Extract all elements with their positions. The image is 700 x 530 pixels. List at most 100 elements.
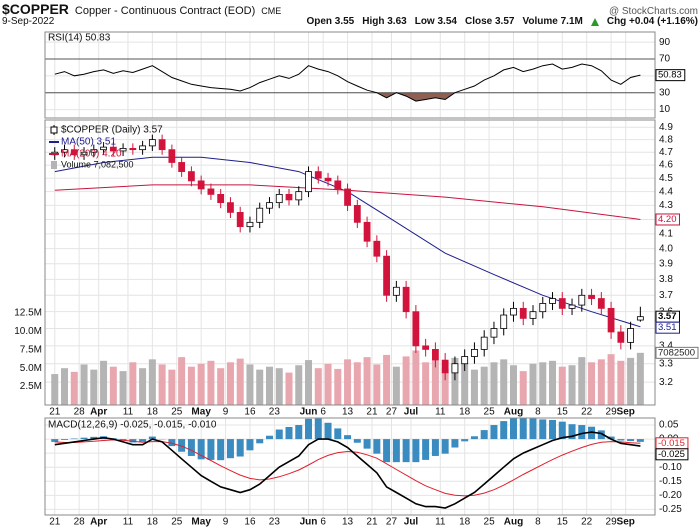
candle-body (266, 202, 273, 209)
macd-histogram-bar (178, 439, 186, 452)
y-tick-label: 3.3 (659, 358, 673, 369)
x-tick-label: Apr (90, 517, 107, 528)
panel-bg (45, 120, 655, 405)
last-value-label: -0.025 (658, 449, 685, 460)
volume-bar (168, 369, 176, 405)
last-value-box (655, 346, 699, 359)
macd-histogram-bar (529, 418, 537, 440)
stat: Close 3.57 (464, 16, 515, 27)
volume-bar (100, 360, 108, 405)
volume-bar (597, 359, 605, 405)
volume-bar (636, 352, 644, 405)
macd-histogram-bar (139, 439, 147, 442)
macd-histogram-bar (607, 436, 615, 440)
y-tick-label: 4.8 (659, 134, 673, 145)
header: $COPPER Copper - Continuous Contract (EO… (0, 0, 700, 30)
x-tick-label: 21 (49, 517, 61, 528)
volume-bar (217, 368, 225, 405)
candle-body (500, 314, 508, 329)
header-row: 9-Sep-2022 Open 3.55 High 3.63 Low 3.54 Clo… (2, 16, 698, 27)
volume-tick-label: 5.0M (20, 363, 42, 374)
panel-border (44, 417, 656, 516)
macd-histogram-bar (61, 439, 69, 440)
candle-body (275, 193, 283, 204)
volume-bar (549, 360, 557, 405)
x-tick-label: 6 (320, 517, 326, 528)
macd-histogram-bar (461, 439, 469, 442)
x-tick-label: 9 (223, 407, 229, 418)
macd-histogram-bar (90, 436, 98, 440)
x-tick-label: 15 (557, 517, 569, 528)
macd-histogram-bar (187, 439, 195, 456)
x-tick-label: 23 (269, 517, 281, 528)
candle-body (471, 349, 478, 357)
y-tick-label: 3.9 (659, 258, 673, 269)
x-tick-label: 25 (171, 407, 183, 418)
volume-tick-label: 10.0M (14, 326, 42, 337)
y-tick-label: 70 (659, 54, 671, 65)
credit: @ StockCharts.com (608, 6, 698, 17)
macd-histogram-bar (539, 419, 547, 440)
stat: Chg +0.04 (+1.16%) (606, 16, 698, 27)
volume-bar (627, 357, 635, 405)
candle-body (578, 294, 586, 306)
volume-bar (226, 362, 234, 405)
volume-bar (324, 363, 332, 405)
volume-bar (178, 357, 186, 405)
macd-line (54, 431, 641, 509)
candle-body (295, 191, 303, 201)
volume-bar (90, 369, 98, 405)
candle-body (451, 363, 459, 374)
candle-body (217, 193, 225, 204)
candle-body (197, 180, 205, 190)
macd-histogram-bar (412, 439, 420, 463)
volume-bar (344, 359, 352, 405)
volume-bar (80, 364, 88, 405)
macd-histogram-bar (207, 439, 215, 460)
candle-body (148, 139, 156, 147)
x-tick-label: 11 (123, 517, 134, 528)
legend-icon (51, 161, 57, 169)
x-tick-label: Apr (90, 407, 107, 418)
legend-label: MA(200) 4.20 (61, 149, 122, 160)
macd-histogram-bar (500, 421, 508, 440)
candle-body (373, 240, 381, 257)
x-tick-label: Sep (617, 407, 635, 418)
last-value-label: -0.015 (658, 438, 685, 449)
macd-histogram-bar (617, 439, 625, 441)
y-tick-label: 4.4 (659, 186, 673, 197)
x-tick-label: 9 (223, 517, 229, 528)
macd-histogram-bar (285, 426, 293, 440)
macd-histogram-bar (597, 430, 605, 440)
x-tick-label: 6 (320, 407, 326, 418)
macd-histogram-bar (490, 425, 498, 440)
stat: Open 3.55 (306, 16, 355, 27)
panel-border (44, 119, 656, 406)
volume-bar (109, 366, 117, 405)
legend-label: Volume 7,082,500 (61, 159, 134, 169)
macd-histogram-bar (334, 428, 342, 440)
y-tick-label: -0.10 (659, 462, 682, 473)
candle-body (441, 359, 449, 374)
instrument-name: Copper - Continuous Contract (EOD) (74, 5, 256, 17)
x-tick-label: 22 (581, 407, 593, 418)
volume-tick-label: 2.5M (20, 381, 42, 392)
candle-body (187, 171, 195, 182)
x-tick-label: 25 (484, 407, 496, 418)
volume-bar (617, 360, 625, 405)
candle-body (597, 298, 605, 309)
x-tick-label: 18 (459, 407, 471, 418)
last-value-box (655, 448, 689, 461)
y-tick-label: 90 (659, 37, 671, 48)
candle-body (627, 328, 634, 343)
x-tick-label: 18 (147, 407, 159, 418)
macd-histogram-bar (627, 439, 635, 442)
y-tick-label: 3.2 (659, 377, 673, 388)
macd-histogram-bar (168, 439, 176, 447)
x-tick-label: 8 (535, 407, 541, 418)
macd-line (54, 439, 641, 497)
y-tick-label: 3.8 (659, 274, 673, 285)
exchange: CME (261, 6, 282, 16)
volume-bar (295, 365, 303, 405)
x-tick-label: Jul (404, 407, 419, 418)
